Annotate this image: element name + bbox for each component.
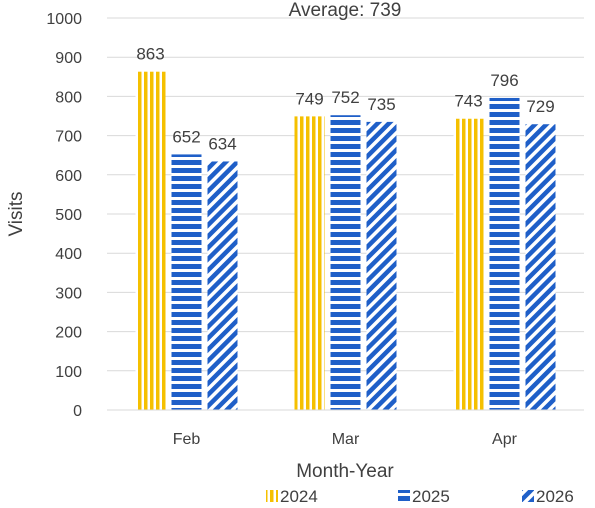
chart-title: Average: 739	[289, 0, 402, 21]
y-tick-label: 0	[73, 403, 82, 420]
bar-2024-Feb	[135, 71, 166, 410]
bar-2025-Feb	[171, 154, 202, 410]
y-tick-label: 900	[55, 50, 82, 67]
y-tick-label: 400	[55, 246, 82, 263]
y-axis-title: Visits	[6, 191, 27, 236]
bar-2024-Mar	[294, 116, 325, 410]
bars	[135, 71, 556, 411]
data-label: 729	[526, 97, 554, 116]
y-tick-label: 500	[55, 207, 82, 224]
data-label: 634	[208, 134, 236, 153]
bar-2024-Apr	[453, 118, 484, 410]
data-label: 735	[367, 95, 395, 114]
data-label: 652	[172, 127, 200, 146]
data-label: 796	[490, 71, 518, 90]
y-tick-label: 600	[55, 168, 82, 185]
y-tick-label: 800	[55, 89, 82, 106]
data-label: 863	[136, 45, 164, 64]
y-tick-label: 700	[55, 129, 82, 146]
y-tick-label: 100	[55, 364, 82, 381]
y-tick-label: 200	[55, 325, 82, 342]
x-tick-label: Apr	[492, 431, 518, 448]
bar-2025-Apr	[489, 97, 520, 410]
y-tick-label: 1000	[46, 11, 82, 28]
legend: 2024 2025 2026	[266, 487, 574, 506]
y-axis-ticks: 0 100 200 300 400 500 600 700 800 900 1000	[46, 11, 82, 420]
bar-2026-Mar	[366, 121, 397, 410]
data-label: 752	[331, 88, 359, 107]
data-label: 743	[454, 92, 482, 111]
bar-2026-Feb	[207, 161, 238, 410]
legend-label: 2024	[280, 487, 318, 506]
x-tick-label: Feb	[173, 431, 201, 448]
legend-swatch-2026	[522, 490, 534, 502]
legend-label: 2026	[536, 487, 574, 506]
x-axis-ticks: Feb Mar Apr	[173, 431, 518, 448]
data-labels: 863 652 634 749 752 735 743 796 729	[136, 45, 554, 154]
x-axis-title: Month-Year	[296, 461, 394, 482]
bar-2025-Mar	[330, 115, 361, 410]
y-tick-label: 300	[55, 285, 82, 302]
legend-label: 2025	[412, 487, 450, 506]
bar-2026-Apr	[525, 124, 556, 411]
x-tick-label: Mar	[332, 431, 360, 448]
data-label: 749	[295, 89, 323, 108]
legend-swatch-2024	[266, 490, 278, 502]
legend-swatch-2025	[398, 490, 410, 502]
